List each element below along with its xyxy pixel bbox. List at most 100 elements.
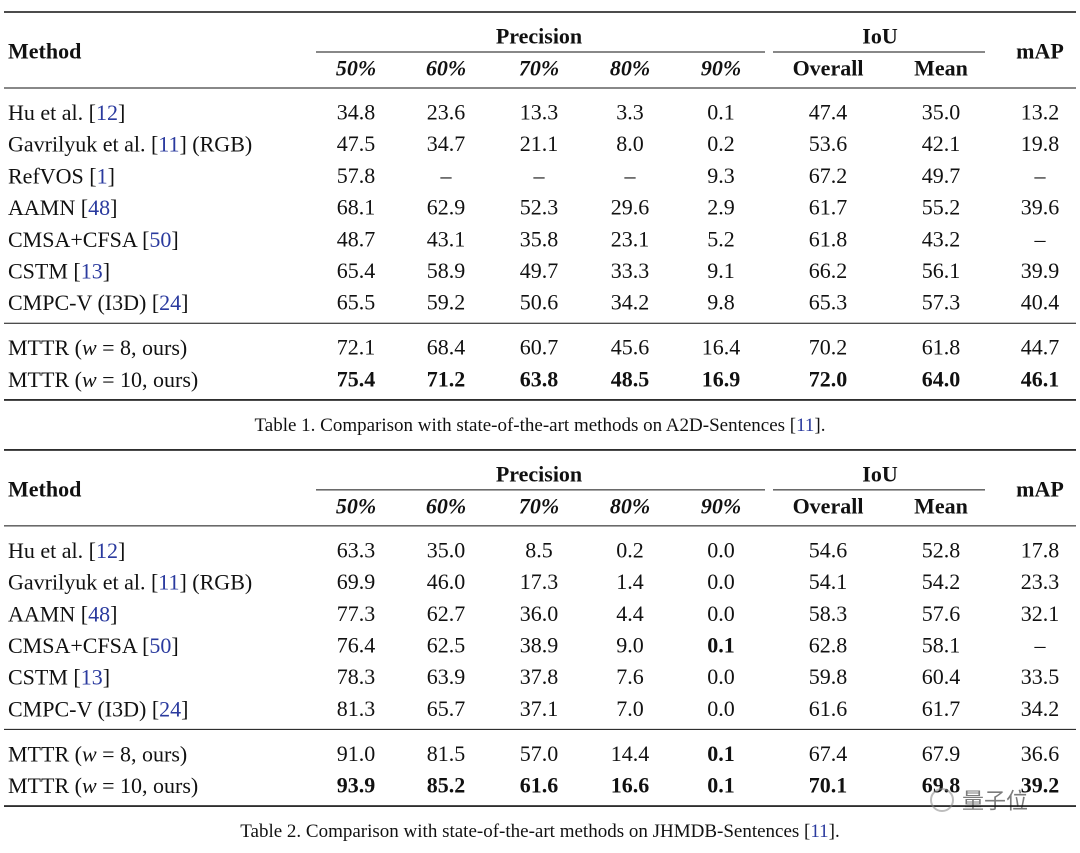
- cell: 44.7: [1021, 335, 1060, 360]
- cell: 9.3: [707, 163, 735, 188]
- cell: 4.4: [616, 601, 644, 626]
- cell: 76.4: [337, 633, 376, 658]
- method-name: MTTR (w = 10, ours): [8, 366, 198, 391]
- text-segment: Gavrilyuk et al. [: [8, 569, 158, 594]
- cell: 61.8: [922, 335, 961, 360]
- watermark-text: 量子位: [962, 790, 1028, 815]
- reference-link: 1: [97, 163, 108, 188]
- reference-link: 13: [81, 258, 103, 283]
- cell: 81.5: [427, 741, 466, 766]
- cell: 7.0: [616, 696, 644, 721]
- cell: 5.2: [707, 226, 735, 251]
- method-name: CSTM [13]: [8, 664, 110, 689]
- header-sub: Mean: [914, 56, 968, 81]
- cell: 39.2: [1021, 773, 1060, 798]
- header-iou: IoU: [862, 24, 898, 49]
- cell: 3.3: [616, 100, 644, 125]
- text-segment: ]: [110, 601, 117, 626]
- text-segment: w: [82, 335, 97, 360]
- cell: 13.3: [520, 100, 559, 125]
- cell: 57.8: [337, 163, 376, 188]
- text-segment: w: [82, 773, 97, 798]
- cell: 17.3: [520, 569, 559, 594]
- cell: 72.1: [337, 335, 376, 360]
- cell: 0.2: [707, 131, 735, 156]
- cell: 43.1: [427, 226, 466, 251]
- cell: 8.5: [525, 537, 553, 562]
- method-name: CSTM [13]: [8, 258, 110, 283]
- header-map: mAP: [1016, 476, 1064, 501]
- method-name: Hu et al. [12]: [8, 537, 125, 562]
- cell: 60.7: [520, 335, 559, 360]
- cell: 14.4: [611, 741, 650, 766]
- cell: 59.2: [427, 290, 466, 315]
- cell: –: [1034, 163, 1047, 188]
- text-segment: ]: [103, 258, 110, 283]
- cell: 70.1: [809, 773, 848, 798]
- cell: 54.1: [809, 569, 848, 594]
- text-segment: Gavrilyuk et al. [: [8, 131, 158, 156]
- cell: 34.2: [1021, 696, 1060, 721]
- cell: 61.7: [922, 696, 961, 721]
- header-sub: 80%: [610, 56, 650, 81]
- reference-link: 12: [96, 100, 118, 125]
- text-segment: ]: [110, 195, 117, 220]
- watermark: 量子位: [930, 788, 1028, 815]
- text-segment: MTTR (: [8, 335, 82, 360]
- cell: 0.0: [707, 569, 735, 594]
- cell: 61.6: [809, 696, 848, 721]
- cell: 81.3: [337, 696, 376, 721]
- cell: 77.3: [337, 601, 376, 626]
- cell: 43.2: [922, 226, 961, 251]
- text-segment: Table 1. Comparison with state-of-the-ar…: [255, 414, 797, 435]
- method-name: AAMN [48]: [8, 601, 117, 626]
- reference-link: 11: [158, 131, 179, 156]
- cell: 57.0: [520, 741, 559, 766]
- text-segment: w: [82, 741, 97, 766]
- caption: Table 2. Comparison with state-of-the-ar…: [240, 821, 840, 842]
- cell: 16.6: [611, 773, 650, 798]
- cell: 57.6: [922, 601, 961, 626]
- cell: 2.9: [707, 195, 735, 220]
- cell: 40.4: [1021, 290, 1060, 315]
- header-method: Method: [8, 39, 81, 64]
- text-segment: Hu et al. [: [8, 100, 96, 125]
- cell: 29.6: [611, 195, 650, 220]
- method-name: MTTR (w = 8, ours): [8, 335, 187, 360]
- reference-link: 24: [159, 290, 181, 315]
- cell: –: [533, 163, 546, 188]
- text-segment: ].: [829, 821, 840, 842]
- header-sub: 70%: [519, 56, 559, 81]
- text-segment: = 8, ours): [97, 335, 188, 360]
- text-segment: MTTR (: [8, 773, 82, 798]
- cell: 93.9: [337, 773, 376, 798]
- cell: 42.1: [922, 131, 961, 156]
- watermark-icon: [930, 788, 954, 812]
- cell: 19.8: [1021, 131, 1060, 156]
- cell: 38.9: [520, 633, 559, 658]
- cell: 53.6: [809, 131, 848, 156]
- cell: 1.4: [616, 569, 644, 594]
- cell: 47.4: [809, 100, 848, 125]
- reference-link: 50: [149, 633, 171, 658]
- method-name: MTTR (w = 8, ours): [8, 741, 187, 766]
- text-segment: MTTR (: [8, 366, 82, 391]
- cell: 39.9: [1021, 258, 1060, 283]
- reference-link: 48: [88, 601, 110, 626]
- text-segment: MTTR (: [8, 741, 82, 766]
- reference-link: 24: [159, 696, 181, 721]
- cell: –: [1034, 226, 1047, 251]
- cell: 23.3: [1021, 569, 1060, 594]
- cell: 0.0: [707, 601, 735, 626]
- cell: 69.8: [922, 773, 961, 798]
- cell: 66.2: [809, 258, 848, 283]
- cell: 0.2: [616, 537, 644, 562]
- reference-link: 11: [158, 569, 179, 594]
- text-segment: ]: [118, 100, 125, 125]
- reference-link: 13: [81, 664, 103, 689]
- cell: 0.0: [707, 664, 735, 689]
- cell: 68.4: [427, 335, 466, 360]
- cell: 48.5: [611, 366, 650, 391]
- cell: 72.0: [809, 366, 848, 391]
